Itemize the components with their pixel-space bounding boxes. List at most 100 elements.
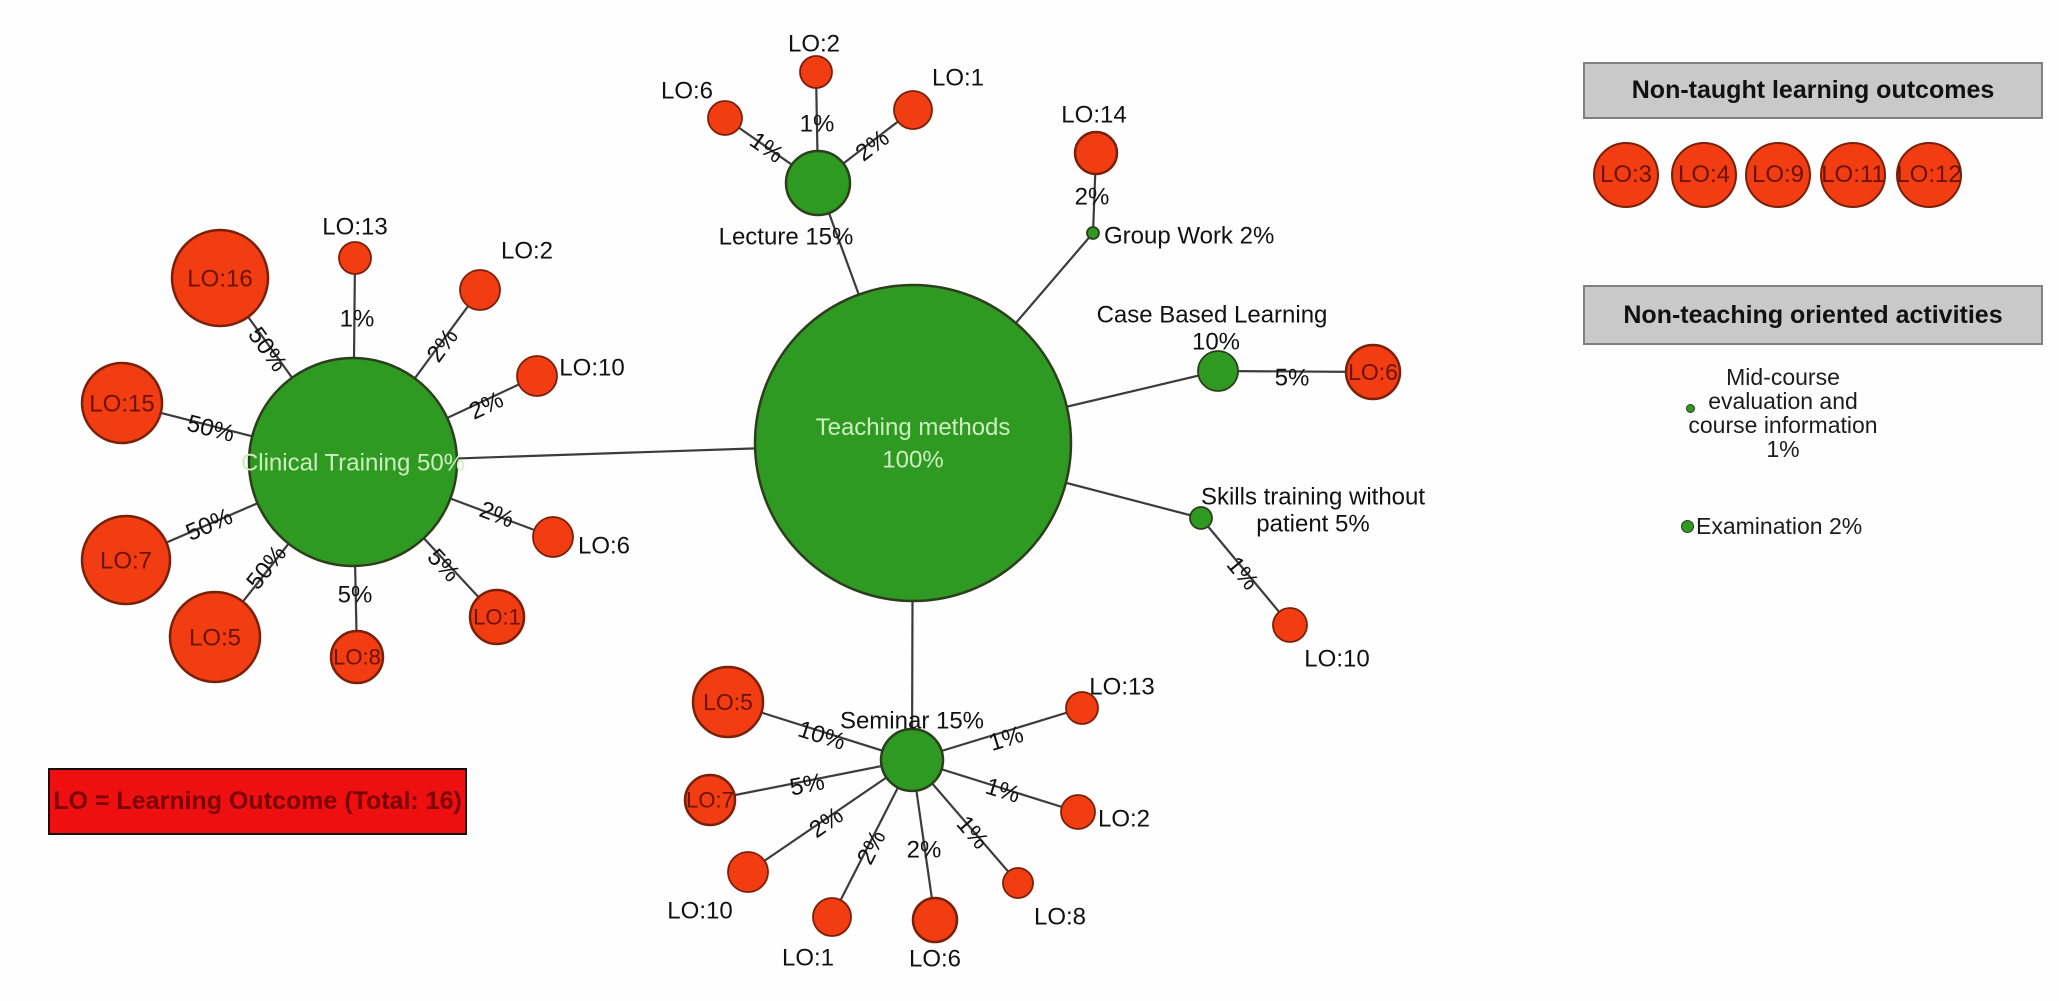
midcourse-line-3: course information	[1688, 412, 1878, 438]
label-lo14: LO:14	[1061, 101, 1126, 128]
label-seminar-lo1: LO:1	[782, 944, 834, 971]
node-c13	[338, 241, 372, 275]
lo-legend-box: LO = Learning Outcome (Total: 16)	[48, 768, 467, 835]
node-c5-label: LO:5	[189, 624, 241, 651]
label-clinical-lo13: LO:13	[322, 213, 387, 240]
node-s2	[1060, 794, 1096, 830]
node-c2	[459, 269, 501, 311]
non-taught-lo11: LO:11	[1820, 142, 1886, 208]
non-taught-lo9-label: LO:9	[1751, 161, 1805, 188]
label-lecture: Lecture 15%	[719, 223, 854, 250]
node-c5	[168, 590, 262, 684]
edge-label-clinical-c1: 5%	[422, 544, 465, 588]
node-c15-label: LO:15	[89, 390, 154, 417]
non-taught-lo11-label: LO:11	[1821, 161, 1885, 188]
label-skills-1: Skills training without	[1201, 483, 1425, 510]
node-c7-label: LO:7	[100, 547, 152, 574]
node-clinical	[247, 356, 459, 568]
label-lecture-lo2: LO:2	[788, 30, 840, 57]
node-l1	[893, 90, 933, 130]
node-s5-label: LO:5	[703, 689, 753, 715]
node-c6	[532, 516, 574, 558]
edge-label-clinical-c6: 2%	[476, 496, 518, 533]
node-s8	[1002, 867, 1034, 899]
edge-label-clinical-c7: 50%	[182, 503, 237, 547]
label-skills-2: patient 5%	[1256, 510, 1369, 537]
non-taught-lo12: LO:12	[1896, 142, 1962, 208]
node-tm-label: 100%	[882, 447, 943, 474]
edge-seminar-s10	[747, 759, 913, 873]
node-c8	[329, 629, 385, 685]
node-c10	[516, 355, 558, 397]
node-lecture	[784, 149, 852, 217]
non-taught-lo4: LO:4	[1671, 142, 1737, 208]
edge-label-clinical-c13: 1%	[340, 305, 375, 332]
node-groupwork	[1086, 226, 1100, 240]
node-tm-label: Teaching methods	[816, 414, 1011, 441]
label-seminar-lo8: LO:8	[1034, 903, 1086, 930]
label-case-based-1: Case Based Learning	[1097, 301, 1328, 328]
node-s7	[683, 773, 737, 827]
node-c15	[80, 361, 164, 445]
edge-seminar-s7	[709, 758, 913, 802]
label-clinical-lo2: LO:2	[501, 237, 553, 264]
node-lo14	[1073, 130, 1119, 176]
label-clinical-lo10: LO:10	[559, 354, 624, 381]
node-s10	[727, 851, 769, 893]
label-group-work: Group Work 2%	[1104, 222, 1274, 249]
label-clinical-lo6: LO:6	[578, 532, 630, 559]
edge-label-lecture-l6: 1%	[745, 127, 789, 169]
edge-label-seminar-s2: 1%	[982, 773, 1023, 809]
node-clinical-label: Clinical Training 50%	[241, 449, 465, 476]
non-taught-lo9: LO:9	[1745, 142, 1811, 208]
midcourse-line-2: evaluation and	[1708, 388, 1858, 414]
non-teaching-activities-header: Non-teaching oriented activities	[1583, 285, 2043, 345]
examination-text: Examination 2%	[1696, 513, 1863, 539]
examination-dot-icon	[1681, 520, 1694, 533]
node-s6	[911, 896, 959, 944]
edge-label-clinical-c8: 5%	[338, 581, 373, 608]
node-skills	[1189, 506, 1213, 530]
node-l6	[707, 100, 743, 136]
non-taught-outcomes-header: Non-taught learning outcomes	[1583, 62, 2043, 119]
midcourse-dot-icon	[1686, 404, 1695, 413]
midcourse-line-1: Mid-course	[1726, 364, 1840, 390]
node-seminar	[879, 727, 945, 793]
node-c1-label: LO:1	[473, 605, 521, 630]
edge-label-lecture-l1: 2%	[851, 124, 895, 167]
lo-legend-text: LO = Learning Outcome (Total: 16)	[53, 787, 462, 815]
label-seminar-lo13: LO:13	[1089, 673, 1154, 700]
node-c16-label: LO:16	[187, 265, 252, 292]
node-cb6-label: LO:6	[1348, 359, 1398, 385]
edge-label-casebased-cb6: 5%	[1275, 364, 1310, 391]
node-casebased	[1197, 350, 1239, 392]
node-tm	[753, 283, 1073, 603]
edge-label-clinical-c15: 50%	[184, 410, 237, 448]
label-seminar-lo2: LO:2	[1098, 805, 1150, 832]
node-c8-label: LO:8	[333, 645, 381, 670]
non-taught-lo3: LO:3	[1593, 142, 1659, 208]
label-lecture-lo6: LO:6	[661, 77, 713, 104]
edge-label-seminar-s6: 2%	[907, 836, 942, 863]
non-taught-outcomes-title: Non-taught learning outcomes	[1631, 76, 1995, 104]
non-taught-lo3-label: LO:3	[1599, 161, 1653, 188]
midcourse-evaluation-text: Mid-course evaluation and course informa…	[1663, 365, 1903, 461]
node-c7	[80, 514, 172, 606]
node-c1	[468, 588, 526, 646]
node-l2	[799, 55, 833, 89]
node-sk10	[1272, 607, 1308, 643]
non-taught-lo12-label: LO:12	[1896, 161, 1962, 188]
node-s7-label: LO:7	[686, 788, 734, 813]
node-s13	[1065, 691, 1099, 725]
edge-label-seminar-s1: 2%	[852, 826, 892, 869]
edge-label-skills-sk10: 1%	[1221, 552, 1264, 596]
edge-label-seminar-s7: 5%	[788, 768, 827, 801]
node-s5	[691, 665, 765, 739]
label-lecture-lo1: LO:1	[932, 64, 984, 91]
label-case-based-2: 10%	[1192, 328, 1240, 355]
node-c16	[170, 228, 270, 328]
edge-label-groupwork-lo14: 2%	[1075, 183, 1110, 210]
label-seminar-lo10: LO:10	[667, 897, 732, 924]
edge-label-lecture-l2: 1%	[800, 110, 835, 137]
